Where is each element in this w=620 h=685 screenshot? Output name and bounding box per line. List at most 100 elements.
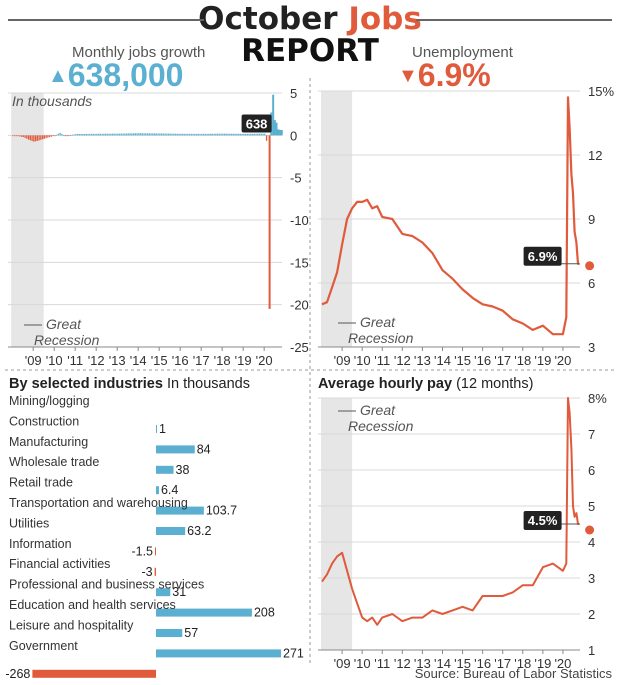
jobs-bar [146,133,149,136]
jobs-bar [211,133,213,136]
jobs-bar [236,133,238,136]
hourly-pay-end-point [585,525,595,535]
y-tick-label: 6 [588,463,595,478]
jobs-bar [110,133,112,136]
industry-value-label: 57 [184,626,198,640]
jobs-bar [187,133,189,136]
jobs-bar [15,135,17,137]
industry-value-label: 31 [172,585,186,599]
jobs-bar [92,133,94,136]
title-rule-left [8,19,204,21]
industry-value-label: 271 [283,646,304,660]
jobs-bar [148,133,150,136]
jobs-bar [90,133,93,136]
jobs-growth-chart: 5 0 -5 -10 -15 -20 -25 '09 '10 '11 '12 '13 '14 '15 '16… [8,86,309,368]
jobs-bar [201,133,203,136]
down-arrow-icon: ▼ [398,65,418,87]
jobs-bar [243,133,245,136]
jobs-bar [141,133,143,136]
x-tick-label: '16 [474,353,491,368]
jobs-bar [152,133,154,136]
jobs-bar [188,133,191,136]
industries-chart: Mining/logging 1 Construction 84 Manufacturi… [5,394,304,681]
recession-band [321,398,353,650]
unemployment-annotation-box [523,246,562,266]
x-tick-label: '20 [256,353,273,368]
jobs-bar [24,135,26,138]
jobs-bar [48,135,51,138]
jobs-bar [22,135,24,138]
jobs-bar [227,133,229,136]
jobs-bar [197,133,199,136]
jobs-bar [248,133,250,136]
jobs-bar [94,133,96,136]
page-subtitle: REPORT [241,33,379,69]
jobs-bar [275,122,278,136]
jobs-bar [19,135,21,137]
x-tick-label: '17 [494,656,511,671]
x-tick-label: '18 [214,353,231,368]
industry-label: Wholesale trade [9,455,99,469]
x-tick-label: '19 [235,353,252,368]
jobs-bar [262,133,264,136]
jobs-bar [169,133,171,136]
jobs-bar [202,133,205,136]
jobs-bar [166,133,168,136]
jobs-bar [223,133,226,136]
industry-bar [156,506,204,515]
recession-label: Recession [348,418,414,434]
industry-value-label: 103.7 [206,504,237,518]
jobs-bar [71,134,73,136]
industry-bar [156,588,171,597]
industry-value-label: -268 [5,667,30,681]
title-word-jobs: Jobs [348,1,422,37]
x-tick-label: '13 [414,656,431,671]
jobs-bar [246,133,248,136]
jobs-bar [106,133,108,136]
industry-label: Transportation and warehousing [9,496,188,510]
jobs-bar [33,135,35,142]
jobs-bar [73,134,75,136]
industry-bar [156,445,195,454]
x-tick-label: '11 [374,656,390,671]
industry-label: Mining/logging [9,394,90,408]
x-tick-label: '20 [554,353,571,368]
jobs-bar [237,133,240,136]
jobs-bar [50,135,52,137]
jobs-bar [132,133,135,136]
industry-label: Leisure and hospitality [9,618,134,632]
x-tick-label: '16 [172,353,189,368]
unemployment-chart: 15% 12 9 6 3 '09'10'11 '12'13'14'15'16'17'18'1… [318,84,614,368]
industry-value-label: 208 [254,606,275,620]
jobs-bar [29,135,31,141]
industry-label: Financial activities [9,557,110,571]
recession-label: Great [360,314,396,330]
industry-bar [156,486,159,495]
x-tick-label: '18 [514,656,531,671]
unemployment-kpi-value: 6.9% [417,57,491,93]
y-tick-label: 7 [588,427,595,442]
jobs-bar [75,134,77,136]
y-tick-label: 8% [588,391,607,406]
jobs-bar [253,133,255,136]
y-tick-label: 12 [588,148,602,163]
jobs-bar [55,134,58,136]
jobs-bar [129,133,131,136]
x-tick-label: '15 [151,353,168,368]
jobs-bar [68,135,70,137]
x-tick-label: '18 [514,353,531,368]
x-tick-label: '12 [88,353,105,368]
jobs-bar [31,135,33,141]
jobs-bar [257,133,259,136]
jobs-bar [124,133,126,136]
jobs-bar [62,135,65,136]
jobs-bar [157,133,159,136]
y-tick-label: 4 [588,535,595,550]
x-tick-label: '10 [46,353,63,368]
jobs-bar [104,133,107,136]
x-tick-label: '12 [394,353,411,368]
jobs-bar [255,133,257,136]
industry-label: Government [9,639,78,653]
jobs-bar [76,134,79,136]
